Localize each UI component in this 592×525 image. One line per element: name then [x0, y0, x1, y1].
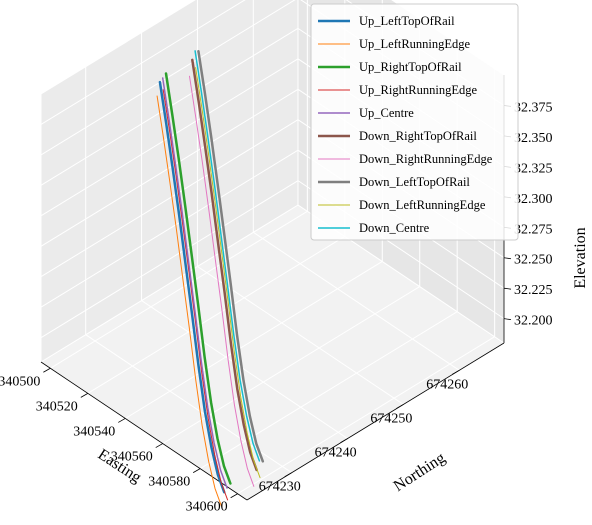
x-tick-label: 340520	[36, 399, 78, 414]
tick-mark	[231, 494, 238, 498]
y-axis-title: Northing	[391, 449, 449, 495]
z-tick-label: 32.325	[514, 161, 553, 176]
x-tick-label: 340540	[73, 425, 115, 440]
x-tick-label: 340600	[186, 500, 228, 515]
tick-mark	[43, 368, 50, 372]
tick-mark	[81, 393, 88, 397]
x-tick-label: 340580	[148, 475, 190, 490]
x-tick-label: 340500	[0, 374, 40, 389]
legend-label: Down_LeftRunningEdge	[359, 198, 486, 212]
tick-mark	[118, 418, 125, 422]
y-tick-label: 674240	[315, 446, 357, 461]
z-tick-label: 32.275	[514, 222, 553, 237]
tick-mark	[193, 469, 200, 473]
y-tick-label: 674230	[259, 480, 301, 495]
z-tick-label: 32.350	[514, 131, 553, 146]
legend-label: Up_RightTopOfRail	[359, 60, 462, 74]
z-tick-label: 32.375	[514, 101, 553, 116]
z-tick-label: 32.225	[514, 283, 553, 298]
legend-label: Up_LeftTopOfRail	[359, 14, 455, 28]
legend-label: Down_RightRunningEdge	[359, 152, 493, 166]
tick-mark	[504, 258, 511, 259]
tick-mark	[156, 444, 163, 448]
tick-mark	[504, 319, 511, 320]
legend-label: Up_RightRunningEdge	[359, 83, 478, 97]
legend: Up_LeftTopOfRail Up_LeftRunningEdge Up_Rig…	[311, 4, 518, 240]
z-axis-title: Elevation	[572, 227, 589, 288]
legend-label: Up_Centre	[359, 106, 414, 120]
y-tick-label: 674260	[426, 377, 468, 392]
legend-label: Down_Centre	[359, 221, 430, 235]
z-tick-label: 32.300	[514, 192, 553, 207]
legend-label: Up_LeftRunningEdge	[359, 37, 471, 51]
tick-mark	[504, 288, 511, 289]
y-tick-label: 674250	[370, 411, 412, 426]
z-tick-label: 32.250	[514, 253, 553, 268]
legend-label: Down_LeftTopOfRail	[359, 175, 470, 189]
z-tick-label: 32.200	[514, 314, 553, 329]
legend-label: Down_RightTopOfRail	[359, 129, 477, 143]
